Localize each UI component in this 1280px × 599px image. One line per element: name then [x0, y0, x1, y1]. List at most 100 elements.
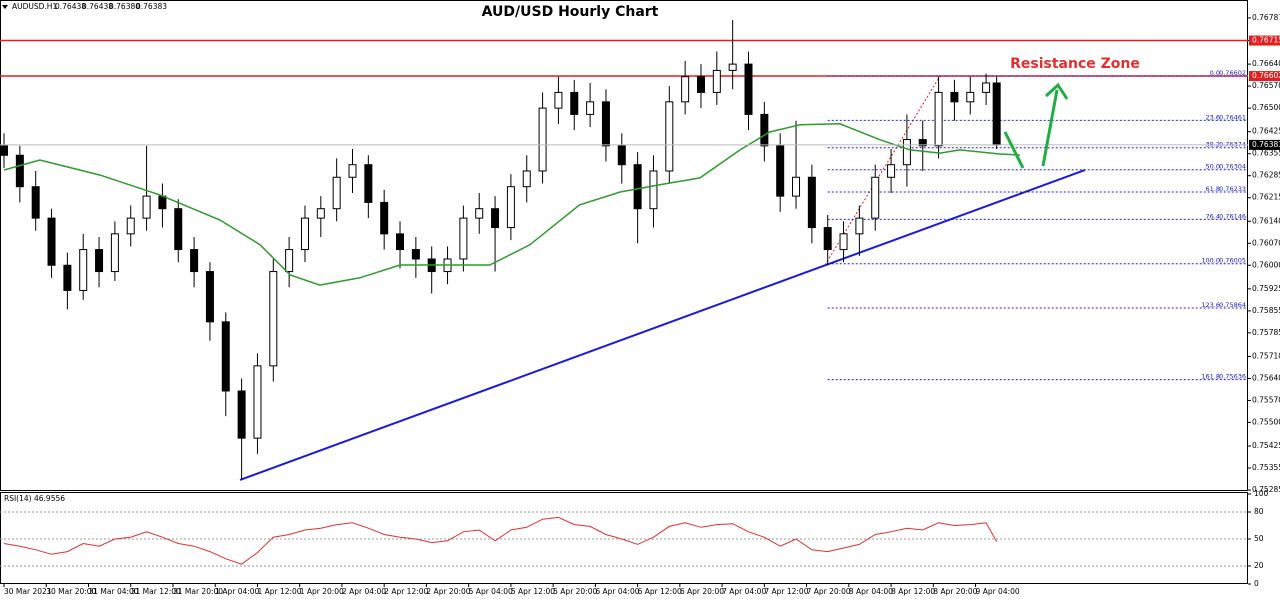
rsi-y-tick-label: 100: [1254, 489, 1269, 498]
resistance-price-box: [1249, 71, 1280, 82]
y-tick-label: 0.76425: [1252, 127, 1280, 136]
resistance-price-label: 0.76715: [1252, 36, 1280, 45]
moving-average: [3, 123, 1020, 286]
candle-body: [475, 208, 484, 219]
arrow-head: [1044, 82, 1069, 100]
fib-value-label: 0.76146: [1219, 212, 1246, 220]
x-tick-label: 5 Apr 20:00: [553, 587, 597, 596]
x-tick-label: 30 Mar 20:00: [46, 587, 96, 596]
x-tick-label: 2 Apr 04:00: [342, 587, 386, 596]
x-tick-label: 31 Mar 20:00: [173, 587, 223, 596]
candle-body: [158, 195, 167, 210]
x-tick-label: 5 Apr 04:00: [469, 587, 513, 596]
header-high: 0.76438: [82, 2, 113, 11]
candle-body: [205, 271, 214, 323]
x-tick-label: 1 Apr 04:00: [215, 587, 259, 596]
rsi-y-tick-label: 80: [1254, 507, 1264, 516]
candle-body: [396, 233, 405, 251]
current-price-box: [1249, 139, 1280, 150]
x-tick-label: 30 Mar 2021: [4, 587, 52, 596]
y-tick-label: 0.75785: [1252, 328, 1280, 337]
candle-body: [348, 164, 357, 178]
y-tick-label: 0.76140: [1252, 216, 1280, 225]
fib-level-label: 123.6: [1201, 301, 1220, 309]
fib-value-label: 0.76461: [1219, 113, 1246, 121]
candle-body: [744, 63, 753, 115]
candle-body: [0, 145, 9, 156]
candle-body: [760, 113, 769, 147]
y-tick-label: 0.76570: [1252, 81, 1280, 90]
y-tick-label: 0.75500: [1252, 417, 1280, 426]
fib-level-label: 50.0: [1206, 163, 1220, 171]
y-tick-label: 0.75710: [1252, 351, 1280, 360]
fib-value-label: 0.76005: [1219, 257, 1246, 265]
main-panel-frame: [0, 0, 1248, 491]
fib-level-label: 161.8: [1201, 373, 1220, 381]
fib-level-label: 100.0: [1201, 257, 1220, 265]
rsi-last-value: 46.9556: [34, 494, 65, 503]
candle-body: [63, 264, 72, 291]
y-tick-label: 0.75640: [1252, 373, 1280, 382]
x-tick-label: 31 Mar 12:00: [131, 587, 181, 596]
candle-body: [633, 164, 642, 210]
candle-body: [522, 170, 531, 188]
candle-body: [15, 154, 24, 188]
candle-body: [79, 249, 88, 291]
header-open: 0.76438: [55, 2, 86, 11]
x-tick-label: 7 Apr 20:00: [807, 587, 851, 596]
candle-body: [871, 176, 880, 219]
rsi-panel-frame: [0, 492, 1248, 584]
y-tick-label: 0.76640: [1252, 59, 1280, 68]
candle-body: [617, 145, 626, 166]
y-tick-label: 0.75925: [1252, 284, 1280, 293]
candle-body: [554, 91, 563, 109]
candle-body: [887, 164, 896, 178]
rsi-y-tick-label: 0: [1254, 579, 1259, 588]
candle-body: [855, 217, 864, 235]
candle-body: [332, 176, 341, 210]
y-tick-label: 0.76000: [1252, 260, 1280, 269]
y-tick-label: 0.75285: [1252, 485, 1280, 494]
candle-body: [221, 321, 230, 392]
y-tick-label: 0.76285: [1252, 171, 1280, 180]
candle-body: [649, 170, 658, 210]
candle-body: [269, 271, 278, 367]
candle-body: [506, 186, 515, 229]
candle-body: [570, 91, 579, 115]
candle-body: [491, 208, 500, 229]
x-tick-label: 7 Apr 04:00: [722, 587, 766, 596]
candle-body: [992, 82, 1001, 146]
x-tick-label: 5 Apr 12:00: [511, 587, 555, 596]
y-tick-label: 0.75855: [1252, 306, 1280, 315]
candle-body: [142, 195, 151, 219]
resistance-price-box: [1249, 35, 1280, 46]
candle-body: [681, 76, 690, 103]
fib-value-label: 0.76602: [1219, 69, 1246, 77]
x-tick-label: 1 Apr 20:00: [300, 587, 344, 596]
x-tick-label: 6 Apr 20:00: [680, 587, 724, 596]
rsi-y-tick-label: 50: [1254, 534, 1264, 543]
candle-body: [728, 63, 737, 71]
x-tick-label: 7 Apr 12:00: [764, 587, 808, 596]
fib-value-label: 0.75636: [1219, 373, 1246, 381]
x-tick-label: 2 Apr 20:00: [426, 587, 470, 596]
header-marker: [2, 5, 8, 9]
fib-value-label: 0.76233: [1219, 185, 1246, 193]
candle-body: [586, 101, 595, 115]
rsi-name: RSI(14): [4, 494, 32, 503]
x-tick-label: 31 Mar 04:00: [88, 587, 138, 596]
x-tick-label: 6 Apr 12:00: [638, 587, 682, 596]
y-tick-label: 0.75570: [1252, 395, 1280, 404]
fib-level-label: 61.8: [1206, 185, 1220, 193]
x-tick-label: 8 Apr 12:00: [891, 587, 935, 596]
candle-body: [696, 76, 705, 93]
candle-body: [950, 91, 959, 103]
candle-body: [776, 145, 785, 197]
fib-value-label: 0.76304: [1219, 163, 1246, 171]
candle-body: [459, 217, 468, 260]
candle-body: [237, 390, 246, 439]
candle-body: [712, 69, 721, 93]
y-tick-label: 0.75425: [1252, 441, 1280, 450]
candle-body: [902, 139, 911, 166]
